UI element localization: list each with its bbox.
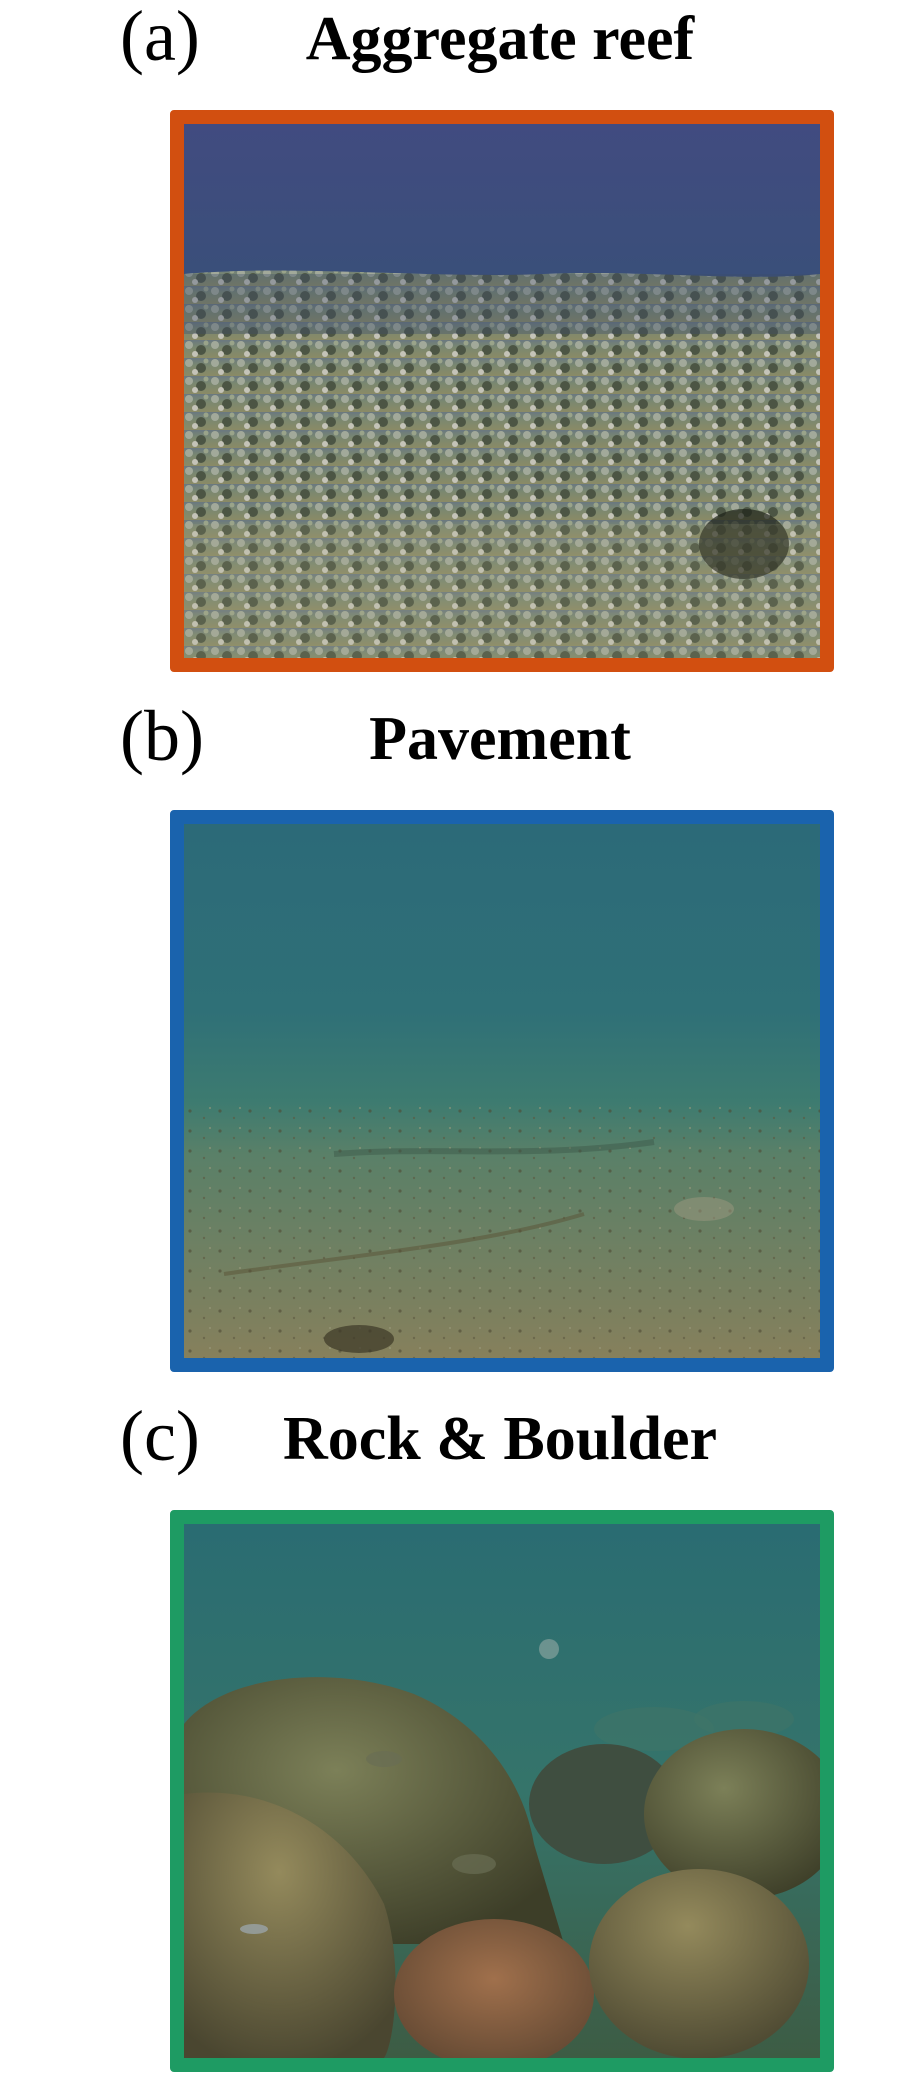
photo-frame-c [170,1510,834,2072]
photo-frame-b [170,810,834,1372]
panel-label-b: (b) [120,696,204,776]
panel-title-c: Rock & Boulder [283,1405,717,1473]
panel-label-a: (a) [120,0,200,76]
photo-pavement [184,824,820,1358]
panel-title-a: Aggregate reef [305,5,695,73]
panel-label-c: (c) [120,1396,200,1476]
photo-frame-a [170,110,834,672]
photo-aggregate-reef [184,124,820,658]
panel-title-b: Pavement [369,705,631,773]
photo-rock-boulder [184,1524,820,2058]
